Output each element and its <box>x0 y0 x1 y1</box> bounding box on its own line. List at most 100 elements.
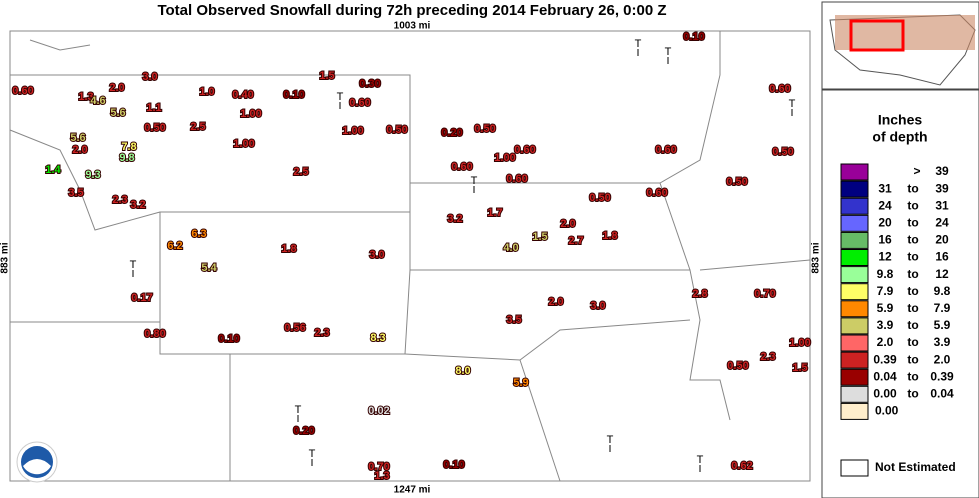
legend-label: 9.8 <box>877 267 894 281</box>
scale-right: 883 mi <box>811 242 822 273</box>
station-value: 1.5 <box>532 231 547 243</box>
station-value: 0.80 <box>144 328 165 340</box>
station-value: 5.4 <box>201 262 217 274</box>
legend-swatch <box>840 214 869 232</box>
station-value: 3.0 <box>590 300 605 312</box>
station-trace: T <box>607 434 614 446</box>
legend-label: 7.9 <box>877 284 894 298</box>
station-value: 2.3 <box>760 351 775 363</box>
title: Total Observed Snowfall during 72h prece… <box>157 2 666 19</box>
station-value: 9.3 <box>85 169 100 181</box>
legend-label: to <box>907 318 918 332</box>
station-value: 2.0 <box>548 296 563 308</box>
legend-title: of depth <box>872 129 927 145</box>
station-value: 0.50 <box>386 124 407 136</box>
legend-label: to <box>907 386 918 400</box>
scale-top: 1003 mi <box>394 21 431 32</box>
station-trace: T <box>130 259 137 271</box>
legend-label: 24 <box>935 215 949 229</box>
station-value: 1.5 <box>792 362 807 374</box>
legend-swatch <box>840 402 869 420</box>
legend-swatch <box>840 334 869 352</box>
station-value: 0.10 <box>283 89 304 101</box>
station-value: 3.5 <box>506 314 521 326</box>
scale-left: 883 mi <box>0 242 11 273</box>
station-value: 5.6 <box>70 132 85 144</box>
station-value: 4.0 <box>503 242 518 254</box>
station-value: 1.5 <box>319 70 334 82</box>
station-trace: T <box>295 404 302 416</box>
station-value: 0.60 <box>12 85 33 97</box>
legend-label: 31 <box>935 198 949 212</box>
station-value: 0.60 <box>514 144 535 156</box>
station-value: 1.4 <box>45 164 61 176</box>
station-value: 2.5 <box>293 166 308 178</box>
station-value: 9.8 <box>119 152 134 164</box>
station-value: 6.3 <box>191 228 206 240</box>
station-value: 1.00 <box>494 152 515 164</box>
legend-swatch <box>840 266 869 284</box>
station-value: 0.60 <box>451 161 472 173</box>
station-value: 0.17 <box>131 292 152 304</box>
station-value: 0.60 <box>349 97 370 109</box>
legend-label: to <box>907 267 918 281</box>
station-value: 0.50 <box>726 176 747 188</box>
station-value: 1.7 <box>487 207 502 219</box>
station-value: 0.10 <box>218 333 239 345</box>
legend-label: 31 <box>878 181 892 195</box>
legend-label: 16 <box>935 250 949 264</box>
legend-label: 12 <box>878 250 892 264</box>
station-value: 2.3 <box>112 194 127 206</box>
legend-swatch <box>840 180 869 198</box>
station-value: 2.5 <box>190 121 205 133</box>
station-value: 0.60 <box>506 173 527 185</box>
station-value: 2.8 <box>692 288 707 300</box>
station-value: 2.7 <box>568 235 583 247</box>
station-value: 0.70 <box>368 461 389 473</box>
legend-swatch <box>840 197 869 215</box>
legend-label: to <box>907 250 918 264</box>
station-value: 4.6 <box>90 95 105 107</box>
legend-label: 0.04 <box>873 369 897 383</box>
station-value: 0.50 <box>772 146 793 158</box>
station-value: 0.02 <box>368 405 389 417</box>
legend-swatch <box>840 300 869 318</box>
station-trace: T <box>471 175 478 187</box>
legend-label: 0.00 <box>873 386 897 400</box>
legend-label: to <box>907 284 918 298</box>
station-value: 0.50 <box>589 192 610 204</box>
legend-label: 39 <box>935 181 949 195</box>
station-value: 0.10 <box>443 459 464 471</box>
legend-swatch <box>840 231 869 249</box>
station-trace: T <box>697 454 704 466</box>
station-value: 2.0 <box>109 82 124 94</box>
legend-label: 12 <box>935 267 949 281</box>
station-trace: T <box>665 46 672 58</box>
legend-label: to <box>907 335 918 349</box>
station-value: 1.3 <box>78 91 93 103</box>
station-value: 1.8 <box>281 243 296 255</box>
station-value: 1.0 <box>199 86 214 98</box>
legend-label: to <box>907 301 918 315</box>
station-value: 0.50 <box>727 360 748 372</box>
inset-map <box>821 1 979 90</box>
legend-label: 0.39 <box>873 352 897 366</box>
station-value: 1.00 <box>789 337 810 349</box>
station-value: 3.5 <box>68 187 83 199</box>
legend-title: Inches <box>878 112 923 128</box>
station-value: 1.00 <box>240 108 261 120</box>
station-value: 0.62 <box>731 460 752 472</box>
station-value: 1.00 <box>342 125 363 137</box>
station-value: 2.0 <box>72 144 87 156</box>
legend-swatch <box>840 385 869 403</box>
legend-label: 2.0 <box>934 352 951 366</box>
station-value: 8.3 <box>370 332 385 344</box>
station-value: 0.70 <box>754 288 775 300</box>
legend-label: to <box>907 181 918 195</box>
legend-label: to <box>907 369 918 383</box>
legend-swatch <box>840 163 869 181</box>
legend-swatch <box>840 283 869 301</box>
legend-label: to <box>907 198 918 212</box>
station-value: 7.8 <box>121 141 136 153</box>
